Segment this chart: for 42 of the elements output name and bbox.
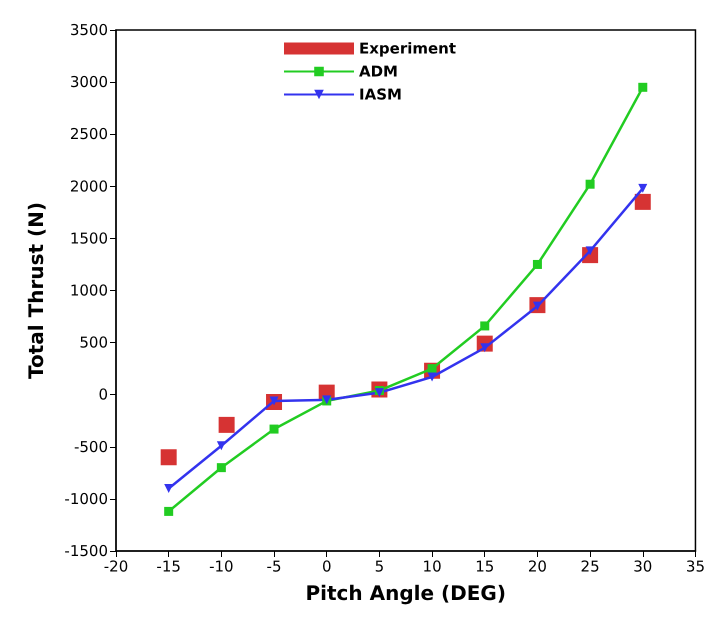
y-tick-label: -1500	[64, 542, 108, 560]
x-tick-label: 0	[322, 558, 332, 576]
y-tick-label: 2500	[70, 125, 108, 144]
y-tick-label: -500	[74, 438, 108, 456]
y-tick-label: 500	[79, 334, 108, 352]
x-tick-label: 20	[528, 558, 547, 576]
x-tick-label: 35	[686, 558, 706, 576]
y-tick-label: 0	[98, 386, 108, 404]
x-tick-label: 5	[374, 558, 384, 576]
x-tick-label: 15	[475, 558, 494, 576]
x-tick-label: -15	[156, 558, 181, 576]
y-axis-title: Total Thrust (N)	[24, 202, 48, 380]
legend-label: IASM	[359, 86, 402, 104]
point	[638, 184, 648, 193]
x-tick-label: 30	[633, 558, 652, 576]
point	[586, 180, 595, 189]
point	[634, 194, 651, 210]
x-tick-label: 25	[580, 558, 600, 576]
x-tick-label: -10	[209, 558, 234, 576]
point	[428, 372, 437, 382]
y-tick-label: 3500	[70, 21, 108, 39]
legend-label: Experiment	[359, 40, 456, 58]
y-tick-label: 2000	[70, 177, 108, 196]
x-tick-label: 10	[422, 558, 442, 576]
point	[164, 506, 174, 516]
point	[532, 260, 542, 269]
point	[270, 424, 279, 434]
point	[164, 484, 174, 493]
x-tick-label: -5	[266, 558, 282, 576]
y-tick-label: 1000	[70, 282, 108, 300]
legend-label: ADM	[359, 62, 398, 80]
x-tick-label: -20	[104, 558, 128, 576]
point	[218, 416, 235, 433]
point	[480, 321, 490, 330]
y-tick-label: 1500	[70, 229, 108, 248]
y-tick-label: 3000	[70, 73, 108, 92]
point	[638, 82, 648, 92]
point	[216, 463, 226, 472]
point	[216, 441, 226, 450]
point	[160, 449, 177, 466]
y-tick-label: -1000	[64, 490, 108, 508]
x-axis-title: Pitch Angle (DEG)	[305, 581, 506, 605]
